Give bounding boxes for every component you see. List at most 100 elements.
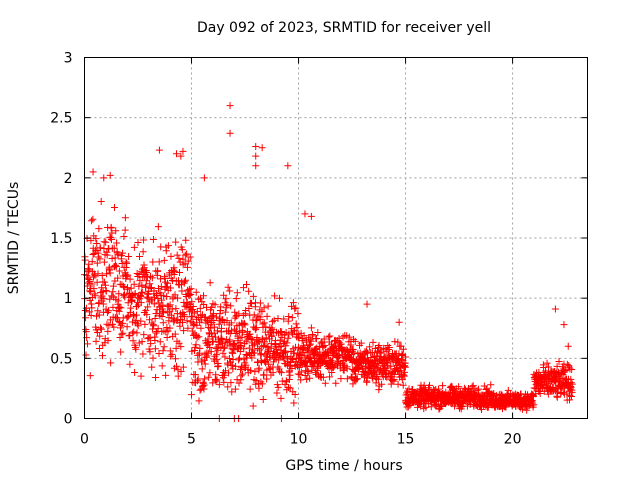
data-point xyxy=(88,258,96,266)
data-point xyxy=(115,290,123,298)
data-point xyxy=(95,345,103,353)
data-point xyxy=(137,292,145,300)
data-point xyxy=(313,335,321,343)
y-tick-label: 2.5 xyxy=(50,111,72,127)
data-point xyxy=(325,364,333,372)
data-point xyxy=(530,401,538,409)
data-point xyxy=(107,235,115,243)
data-point xyxy=(304,367,312,375)
data-point xyxy=(242,351,250,359)
data-point xyxy=(394,338,402,346)
data-point xyxy=(289,299,297,307)
data-point xyxy=(114,297,122,305)
data-point xyxy=(225,354,233,362)
data-point xyxy=(252,317,260,325)
data-point xyxy=(375,341,383,349)
data-point xyxy=(394,368,402,376)
data-point xyxy=(130,328,138,336)
data-point xyxy=(387,362,395,370)
data-point xyxy=(252,162,260,170)
data-point xyxy=(150,300,158,308)
data-point xyxy=(220,344,228,352)
data-point xyxy=(239,328,247,336)
data-point xyxy=(399,345,407,353)
data-point xyxy=(107,223,115,231)
data-point xyxy=(284,162,292,170)
x-tick-labels: 0 5 10 15 20 xyxy=(80,432,521,448)
data-point xyxy=(176,322,184,330)
data-point xyxy=(265,360,273,368)
data-point xyxy=(93,259,101,267)
data-point xyxy=(90,285,98,293)
data-point xyxy=(543,359,551,367)
data-point xyxy=(94,307,102,315)
data-point xyxy=(126,360,134,368)
data-point xyxy=(172,344,180,352)
data-point xyxy=(177,367,185,375)
data-point xyxy=(100,258,108,266)
chart-title: Day 092 of 2023, SRMTID for receiver yel… xyxy=(197,20,491,36)
data-point xyxy=(339,333,347,341)
data-point xyxy=(197,312,205,320)
data-point xyxy=(88,280,96,288)
data-point xyxy=(212,371,220,379)
data-point xyxy=(155,146,163,154)
data-point xyxy=(89,215,97,223)
data-point xyxy=(343,365,351,373)
data-point xyxy=(105,321,113,329)
data-point xyxy=(184,257,192,265)
data-point xyxy=(307,324,315,332)
data-point xyxy=(172,305,180,313)
data-point xyxy=(160,343,168,351)
data-point xyxy=(123,323,131,331)
data-point xyxy=(395,360,403,368)
data-point xyxy=(305,353,313,361)
data-point xyxy=(270,358,277,366)
data-point xyxy=(200,292,208,300)
data-point xyxy=(119,282,127,290)
data-point xyxy=(249,342,257,350)
data-point xyxy=(121,226,129,234)
data-point xyxy=(252,152,260,160)
data-point xyxy=(87,288,95,296)
data-point xyxy=(337,375,345,383)
data-point xyxy=(98,352,106,360)
data-point xyxy=(224,283,232,291)
data-point xyxy=(248,354,256,362)
data-point xyxy=(124,299,132,307)
data-point xyxy=(163,324,171,332)
data-point xyxy=(101,278,109,286)
data-point xyxy=(151,337,159,345)
data-point xyxy=(291,391,299,399)
data-point xyxy=(158,362,166,370)
data-point xyxy=(141,320,149,328)
data-point xyxy=(100,174,108,182)
data-point xyxy=(201,375,209,383)
data-point xyxy=(536,389,544,397)
data-point xyxy=(369,338,377,346)
data-point xyxy=(561,384,569,392)
axis-ticks xyxy=(84,57,588,419)
data-point xyxy=(92,235,100,243)
data-point xyxy=(98,271,106,279)
data-point xyxy=(148,274,156,282)
x-tick-label: 5 xyxy=(187,432,196,448)
data-point xyxy=(154,325,162,333)
data-point xyxy=(149,354,157,362)
data-point xyxy=(118,319,126,327)
data-point xyxy=(469,382,477,390)
y-tick-label: 2 xyxy=(64,171,73,187)
data-point xyxy=(226,129,234,137)
data-point xyxy=(171,330,179,338)
data-point xyxy=(285,312,293,320)
data-point xyxy=(112,313,120,321)
data-point xyxy=(109,303,117,311)
data-point xyxy=(198,365,206,373)
data-point xyxy=(114,251,122,259)
data-point xyxy=(94,328,102,336)
data-point xyxy=(177,343,185,351)
data-point xyxy=(155,258,163,266)
data-point xyxy=(228,388,236,396)
data-point xyxy=(161,274,169,282)
data-point xyxy=(136,253,144,261)
